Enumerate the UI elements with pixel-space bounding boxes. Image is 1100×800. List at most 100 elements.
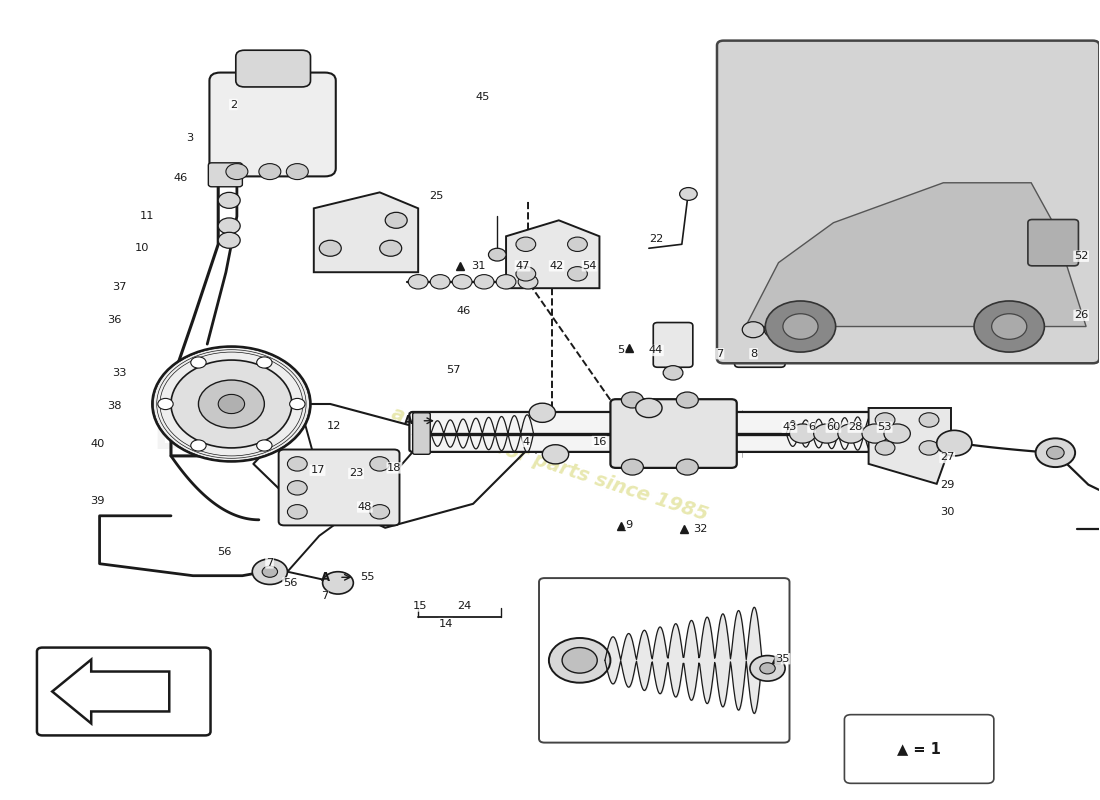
Text: 57: 57 [446,365,460,374]
Text: 35: 35 [776,654,790,664]
Circle shape [496,274,516,289]
Text: 38: 38 [107,402,121,411]
Text: 7: 7 [321,591,328,602]
Circle shape [790,424,816,443]
Text: 2: 2 [230,99,236,110]
Text: 17: 17 [310,466,324,475]
Text: 7: 7 [716,349,724,358]
Polygon shape [746,182,1086,326]
Circle shape [198,380,264,428]
Text: 27: 27 [940,453,955,462]
Text: 43: 43 [782,422,796,432]
Text: 14: 14 [439,618,453,629]
Circle shape [549,638,610,682]
Circle shape [287,505,307,519]
Circle shape [226,164,248,179]
Text: 32: 32 [693,524,707,534]
Text: 52: 52 [1074,251,1088,262]
Circle shape [676,392,698,408]
Text: 56: 56 [217,546,231,557]
Circle shape [568,266,587,281]
FancyBboxPatch shape [653,322,693,367]
Text: 42: 42 [550,261,563,271]
Circle shape [750,655,785,681]
Text: 16: 16 [592,437,606,446]
Circle shape [488,248,506,261]
Circle shape [408,274,428,289]
Circle shape [218,218,240,234]
Circle shape [474,274,494,289]
FancyBboxPatch shape [209,73,336,176]
Text: a passion for parts since 1985: a passion for parts since 1985 [389,403,711,524]
Circle shape [218,192,240,208]
Circle shape [636,398,662,418]
Text: ▲ = 1: ▲ = 1 [898,742,942,757]
FancyBboxPatch shape [278,450,399,526]
Circle shape [862,424,889,443]
Circle shape [783,314,818,339]
FancyBboxPatch shape [539,578,790,742]
Circle shape [287,457,307,471]
Circle shape [1046,446,1064,459]
Circle shape [562,647,597,673]
Text: 4: 4 [522,437,529,446]
Circle shape [152,346,310,462]
Text: 6: 6 [807,422,815,432]
Circle shape [680,187,697,200]
Circle shape [518,274,538,289]
Circle shape [814,424,840,443]
Polygon shape [52,659,169,723]
FancyBboxPatch shape [735,329,785,367]
Circle shape [289,398,305,410]
Polygon shape [314,192,418,272]
Text: 46: 46 [456,306,471,315]
Text: 48: 48 [358,502,372,512]
Circle shape [542,445,569,464]
Circle shape [516,237,536,251]
Text: 22: 22 [649,234,663,244]
Circle shape [937,430,972,456]
Text: EURO
DRIVE: EURO DRIVE [154,375,287,457]
Text: 3: 3 [186,133,192,143]
Text: 60: 60 [826,422,840,432]
FancyBboxPatch shape [412,413,430,454]
Text: 12: 12 [327,421,341,430]
FancyBboxPatch shape [235,50,310,87]
Circle shape [764,322,786,338]
Circle shape [568,237,587,251]
Text: 18: 18 [387,463,402,473]
Circle shape [516,266,536,281]
Text: 5: 5 [617,346,625,355]
Text: 40: 40 [90,439,106,449]
Circle shape [621,459,643,475]
Text: 33: 33 [112,368,126,378]
FancyBboxPatch shape [409,412,949,452]
FancyBboxPatch shape [208,163,242,186]
Circle shape [920,441,939,455]
Text: 55: 55 [360,572,374,582]
Circle shape [370,457,389,471]
Text: 7: 7 [266,558,273,568]
Circle shape [319,240,341,256]
Circle shape [322,572,353,594]
Circle shape [218,394,244,414]
Text: 15: 15 [414,601,428,611]
Circle shape [190,440,206,451]
Text: 56: 56 [283,578,297,588]
Circle shape [920,413,939,427]
Text: 54: 54 [582,261,596,271]
Circle shape [258,164,280,179]
Text: 36: 36 [107,315,121,325]
Polygon shape [506,220,600,288]
Text: A: A [404,414,412,427]
Circle shape [256,357,272,368]
Circle shape [663,366,683,380]
Text: 8: 8 [750,349,757,358]
Circle shape [766,301,836,352]
Text: 46: 46 [173,173,187,183]
Circle shape [157,398,173,410]
Circle shape [1035,438,1075,467]
FancyBboxPatch shape [1027,219,1078,266]
Circle shape [385,212,407,228]
Circle shape [975,301,1044,352]
